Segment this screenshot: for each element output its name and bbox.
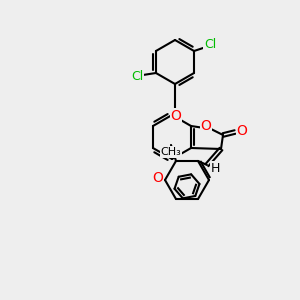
Text: O: O: [201, 119, 212, 133]
Text: O: O: [237, 124, 248, 138]
Text: Cl: Cl: [131, 70, 143, 83]
Text: H: H: [210, 161, 220, 175]
Text: O: O: [171, 109, 182, 123]
Text: Cl: Cl: [204, 38, 216, 52]
Text: CH₃: CH₃: [160, 147, 182, 157]
Text: O: O: [153, 171, 164, 185]
